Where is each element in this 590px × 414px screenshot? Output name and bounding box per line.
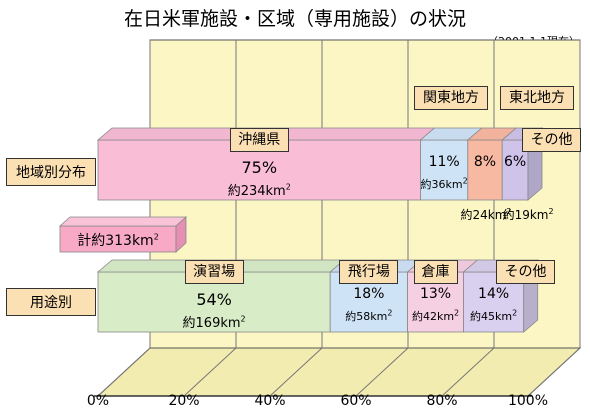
percent-label: 8%: [473, 154, 497, 170]
segment-name-label: 東北地方: [500, 86, 574, 110]
x-tick-label: 80%: [426, 393, 458, 409]
x-tick-label: 100%: [507, 393, 549, 409]
segment-name-label: 関東地方: [414, 86, 488, 110]
total-box-side: [175, 216, 187, 253]
area-label: 約45km2: [470, 308, 518, 323]
x-tick-label: 40%: [254, 393, 286, 409]
percent-label: 13%: [419, 286, 452, 302]
floor-gridline: [441, 347, 495, 397]
x-tick-label: 20%: [168, 393, 200, 409]
percent-label: 11%: [428, 154, 460, 170]
floor-gridline: [97, 347, 151, 397]
segment-name-label: その他: [496, 260, 555, 284]
area-label: 約19km2: [502, 207, 554, 222]
category-label: 用途別: [6, 288, 96, 316]
total-box: [59, 225, 177, 253]
area-label: 約169km2: [182, 314, 246, 331]
bar-segment: [467, 139, 503, 201]
segment-name-label: その他: [522, 128, 581, 152]
floor-gridline: [527, 347, 581, 397]
area-label: 約42km2: [411, 308, 460, 323]
segment-name-label: 飛行場: [339, 260, 399, 284]
area-label: 約24km2: [460, 207, 512, 222]
percent-label: 18%: [353, 286, 385, 302]
percent-label: 14%: [478, 286, 510, 302]
floor-gridline: [269, 347, 323, 397]
floor: [96, 347, 582, 397]
segment-name-label: 演習場: [184, 260, 244, 284]
area-label: 約36km2: [420, 176, 468, 191]
segment-name-label: 沖縄県: [229, 128, 289, 152]
x-tick-label: 0%: [86, 393, 110, 409]
percent-label: 6%: [503, 154, 527, 170]
total-label: 計約313km2: [77, 232, 159, 249]
total-box-top: [58, 216, 188, 227]
segment-name-label: 倉庫: [413, 260, 458, 284]
category-label: 地域別分布: [6, 158, 96, 186]
x-tick-label: 60%: [340, 393, 372, 409]
floor-gridline: [355, 347, 409, 397]
area-label: 約58km2: [345, 308, 393, 323]
bar-segment: [420, 139, 469, 201]
chart-title: 在日米軍施設・区域（専用施設）の状況: [123, 8, 466, 30]
area-label: 約234km2: [227, 182, 291, 199]
floor-gridline: [183, 347, 237, 397]
percent-label: 54%: [196, 290, 232, 309]
percent-label: 75%: [241, 158, 278, 177]
